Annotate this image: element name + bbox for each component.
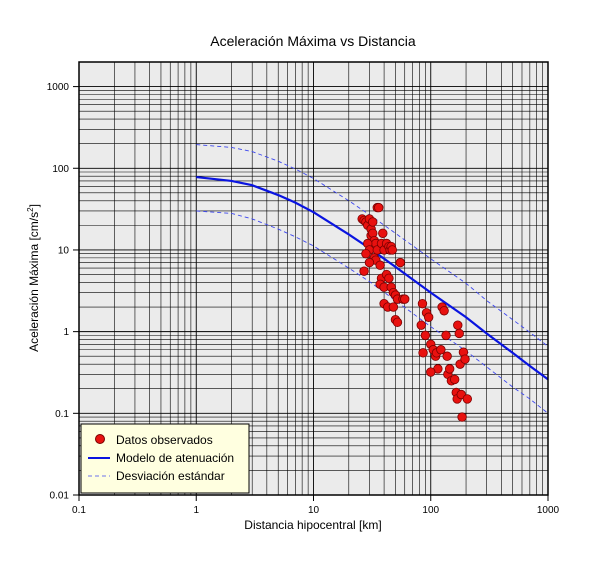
chart-title: Aceleración Máxima vs Distancia	[210, 33, 416, 49]
data-point	[384, 273, 394, 283]
std-deviation-line	[196, 210, 548, 414]
data-point	[418, 348, 428, 358]
data-point	[392, 317, 403, 328]
data-point	[400, 294, 410, 304]
observed-points	[357, 202, 473, 422]
y-tick-label: 1000	[47, 82, 70, 93]
data-point	[457, 412, 467, 422]
legend-label-stddev: Desviación estándar	[116, 469, 225, 483]
legend: Datos observados Modelo de atenuación De…	[80, 423, 250, 494]
data-point	[441, 330, 451, 341]
y-tick-label: 1	[63, 327, 69, 338]
grid-lines	[78, 61, 548, 496]
data-point	[462, 394, 473, 404]
data-point	[420, 330, 431, 341]
data-point	[423, 312, 434, 322]
y-axis-label-main: Aceleración Máxima [cm/s	[27, 212, 41, 352]
legend-marker-observed	[95, 434, 105, 444]
y-axis-label-superscript: 2	[26, 207, 35, 212]
y-tick-label: 0.1	[55, 409, 69, 420]
data-point	[416, 320, 426, 330]
data-point	[436, 345, 446, 355]
data-point	[364, 257, 375, 268]
legend-label-observed: Datos observados	[116, 433, 213, 447]
y-tick-label: 10	[58, 245, 70, 256]
legend-label-model: Modelo de atenuación	[116, 451, 234, 465]
data-point	[454, 328, 464, 339]
data-point	[439, 306, 449, 316]
data-point	[368, 217, 378, 227]
data-point	[453, 320, 463, 330]
y-tick-label: 100	[52, 164, 69, 175]
data-point	[374, 202, 384, 213]
data-point	[442, 351, 452, 361]
y-axis-label-close: ]	[27, 204, 41, 207]
data-point	[375, 260, 385, 270]
data-point	[387, 245, 398, 255]
data-point	[460, 354, 470, 364]
x-tick-label: 0.1	[72, 505, 86, 516]
data-point	[359, 266, 369, 276]
data-point	[449, 374, 460, 385]
x-tick-label: 1000	[537, 505, 560, 516]
data-point	[361, 248, 371, 259]
x-tick-label: 10	[308, 505, 320, 516]
data-point	[426, 367, 436, 377]
y-tick-label: 0.01	[50, 491, 70, 502]
data-point	[417, 298, 428, 309]
y-axis-label: Aceleración Máxima [cm/s2]	[26, 204, 41, 352]
data-point	[378, 228, 388, 238]
x-tick-label: 100	[422, 505, 439, 516]
data-point	[388, 302, 399, 312]
data-point	[395, 257, 406, 268]
x-axis-label: Distancia hipocentral [km]	[244, 518, 381, 532]
data-point	[444, 364, 455, 374]
x-tick-label: 1	[193, 505, 199, 516]
